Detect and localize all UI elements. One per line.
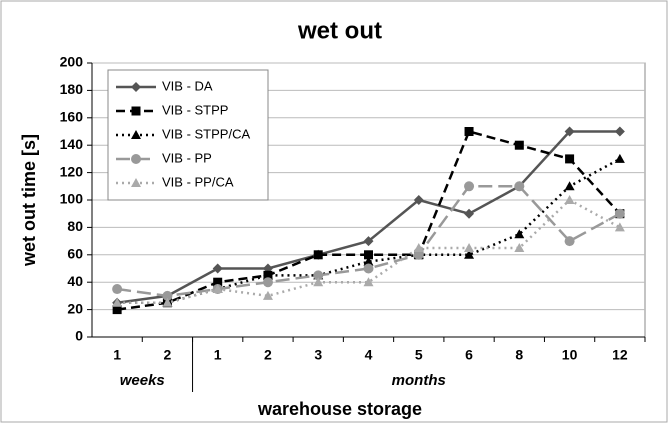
x-tick-label: 5 [415,347,423,363]
x-tick-label: 1 [113,347,121,363]
y-tick-label: 80 [67,218,83,234]
marker [464,242,475,252]
y-tick-label: 160 [60,109,84,125]
marker [564,195,575,204]
marker [313,250,323,260]
y-axis-label: wet out time [s] [19,134,39,267]
legend-label: VIB - STPP [162,102,228,117]
y-tick-label: 120 [60,163,84,179]
marker [131,154,141,164]
marker [112,297,123,307]
marker [212,284,223,294]
legend-label: VIB - DA [162,78,213,93]
group-label: months [392,372,446,389]
marker [464,208,475,219]
marker [363,277,374,287]
chart-title: wet out [297,17,382,44]
x-tick-label: 8 [515,347,523,363]
y-tick-label: 100 [60,191,84,207]
marker [413,242,424,252]
legend-label: VIB - PP/CA [162,174,234,189]
marker [131,106,141,116]
x-axis-label: warehouse storage [257,399,422,419]
x-tick-label: 2 [164,347,172,363]
marker [564,126,575,137]
x-tick-label: 3 [314,347,322,363]
marker [313,277,324,287]
legend-label: VIB - PP [162,150,212,165]
marker [262,290,273,300]
marker [565,154,575,164]
x-tick-label: 4 [365,347,373,363]
marker [162,290,173,301]
group-label: weeks [120,372,165,389]
x-tick-label: 2 [264,347,272,363]
marker [464,249,475,259]
marker [564,181,575,191]
series-line [117,198,621,304]
x-tick-label: 6 [465,347,473,363]
x-tick-label: 10 [562,347,578,363]
marker [614,208,625,219]
y-tick-label: 40 [67,273,83,289]
y-tick-label: 180 [60,81,84,97]
marker [614,126,625,137]
marker [162,297,173,307]
y-tick-label: 60 [67,246,83,262]
marker [131,82,141,92]
marker [413,195,424,205]
marker [212,263,223,274]
marker [112,284,123,295]
y-tick-label: 0 [75,328,83,344]
marker [464,181,475,192]
legend-label: VIB - STPP/CA [162,126,250,141]
marker [564,236,575,247]
marker [514,229,525,239]
marker [413,249,424,260]
marker [131,130,141,139]
marker [112,305,122,315]
marker [262,277,273,288]
marker [464,127,474,136]
marker [514,242,525,252]
marker [363,263,374,274]
marker [262,270,273,280]
x-tick-label: 1 [214,347,222,363]
y-tick-label: 140 [60,136,84,152]
marker [614,222,625,232]
x-tick-label: 12 [612,347,628,363]
marker [514,181,525,192]
marker [363,236,374,247]
marker [614,153,625,163]
y-tick-label: 20 [67,300,83,316]
marker [364,250,373,260]
marker [514,140,524,150]
marker [131,178,141,187]
marker [313,270,324,281]
marker [363,256,374,266]
marker [213,277,223,287]
y-tick-label: 200 [60,54,84,70]
